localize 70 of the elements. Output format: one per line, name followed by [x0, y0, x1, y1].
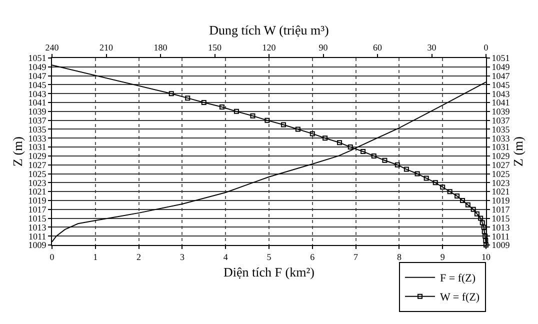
y2-tick-label: 1019 [492, 196, 510, 206]
y2-tick-label: 1013 [492, 222, 510, 232]
y-tick-label: 1019 [28, 196, 47, 206]
y-tick-label: 1015 [28, 213, 47, 224]
y2-tick-label: 1043 [492, 88, 510, 99]
y-tick-label: 1041 [28, 98, 46, 108]
y2-tick-label: 1015 [492, 213, 510, 224]
y-tick-label: 1035 [28, 124, 47, 134]
y2-tick-label: 1011 [492, 231, 510, 242]
y-tick-label: 1031 [28, 142, 46, 152]
y2-tick-label: 1021 [492, 186, 510, 197]
legend-label: W = f(Z) [440, 292, 480, 304]
y2-tick-label: 1047 [492, 70, 510, 81]
y2-tick-label: 1041 [492, 98, 510, 108]
x-tick-label: 8 [396, 252, 402, 262]
y2-tick-label: 1027 [492, 160, 510, 170]
y-tick-label: 1033 [28, 133, 47, 144]
y-tick-label: 1043 [28, 88, 47, 99]
x-tick-label: 7 [354, 252, 359, 262]
x-tick-label: 6 [310, 252, 316, 262]
x2-tick-label: 210 [100, 42, 114, 52]
y-tick-label: 1037 [28, 115, 47, 126]
y2-tick-label: 1009 [492, 240, 510, 250]
y-tick-label: 1047 [28, 70, 47, 81]
y2-tick-label: 1031 [492, 142, 510, 152]
y2-tick-label: 1035 [492, 124, 510, 134]
y2-tick-label: 1017 [492, 204, 510, 215]
x2-tick-label: 60 [373, 42, 382, 52]
y2-tick-label: 1037 [492, 115, 510, 126]
x-tick-label: 9 [440, 252, 446, 262]
y2-tick-label: 1025 [492, 168, 510, 179]
y2-tick-label: 1051 [492, 53, 510, 64]
y-tick-label: 1013 [28, 222, 47, 232]
x-tick-label: 5 [266, 252, 272, 262]
x-tick-label: 3 [180, 252, 185, 262]
y-tick-label: 1027 [28, 160, 47, 170]
x2-axis-title: Dung tích W (triệu m³) [209, 22, 329, 38]
y2-tick-label: 1049 [492, 62, 510, 72]
x-tick-label: 2 [136, 252, 142, 262]
y2-tick-label: 1045 [492, 80, 510, 90]
y-tick-label: 1023 [28, 178, 47, 188]
y-tick-label: 1017 [28, 204, 47, 215]
y-tick-label: 1011 [28, 231, 46, 242]
x2-tick-label: 240 [45, 42, 60, 52]
x2-tick-label: 150 [208, 42, 222, 52]
y2-tick-label: 1029 [492, 151, 510, 162]
y2-axis-title: Z (m) [510, 136, 526, 166]
y-axis-title: Z (m) [10, 136, 26, 166]
y2-tick-label: 1039 [492, 106, 510, 117]
y2-tick-label: 1033 [492, 133, 510, 144]
x-tick-label: 0 [50, 252, 55, 262]
x-tick-label: 4 [223, 252, 228, 262]
y-tick-label: 1029 [28, 151, 47, 162]
y-tick-label: 1039 [28, 106, 47, 117]
x-axis-title: Diện tích F (km²) [224, 264, 314, 280]
x-tick-label: 10 [482, 252, 491, 262]
x2-tick-label: 180 [154, 42, 168, 52]
y-tick-label: 1009 [28, 240, 47, 250]
legend-label: F = f(Z) [440, 272, 476, 285]
y-tick-label: 1049 [28, 62, 47, 72]
y-tick-label: 1051 [28, 53, 46, 64]
x2-tick-label: 90 [318, 42, 328, 52]
x2-tick-label: 0 [484, 42, 489, 52]
y-tick-label: 1021 [28, 186, 46, 197]
x-tick-label: 1 [93, 252, 98, 262]
y-tick-label: 1025 [28, 168, 47, 179]
x2-tick-label: 120 [262, 42, 276, 52]
y2-tick-label: 1023 [492, 178, 510, 188]
y-tick-label: 1045 [28, 80, 47, 90]
x2-tick-label: 30 [427, 42, 437, 52]
